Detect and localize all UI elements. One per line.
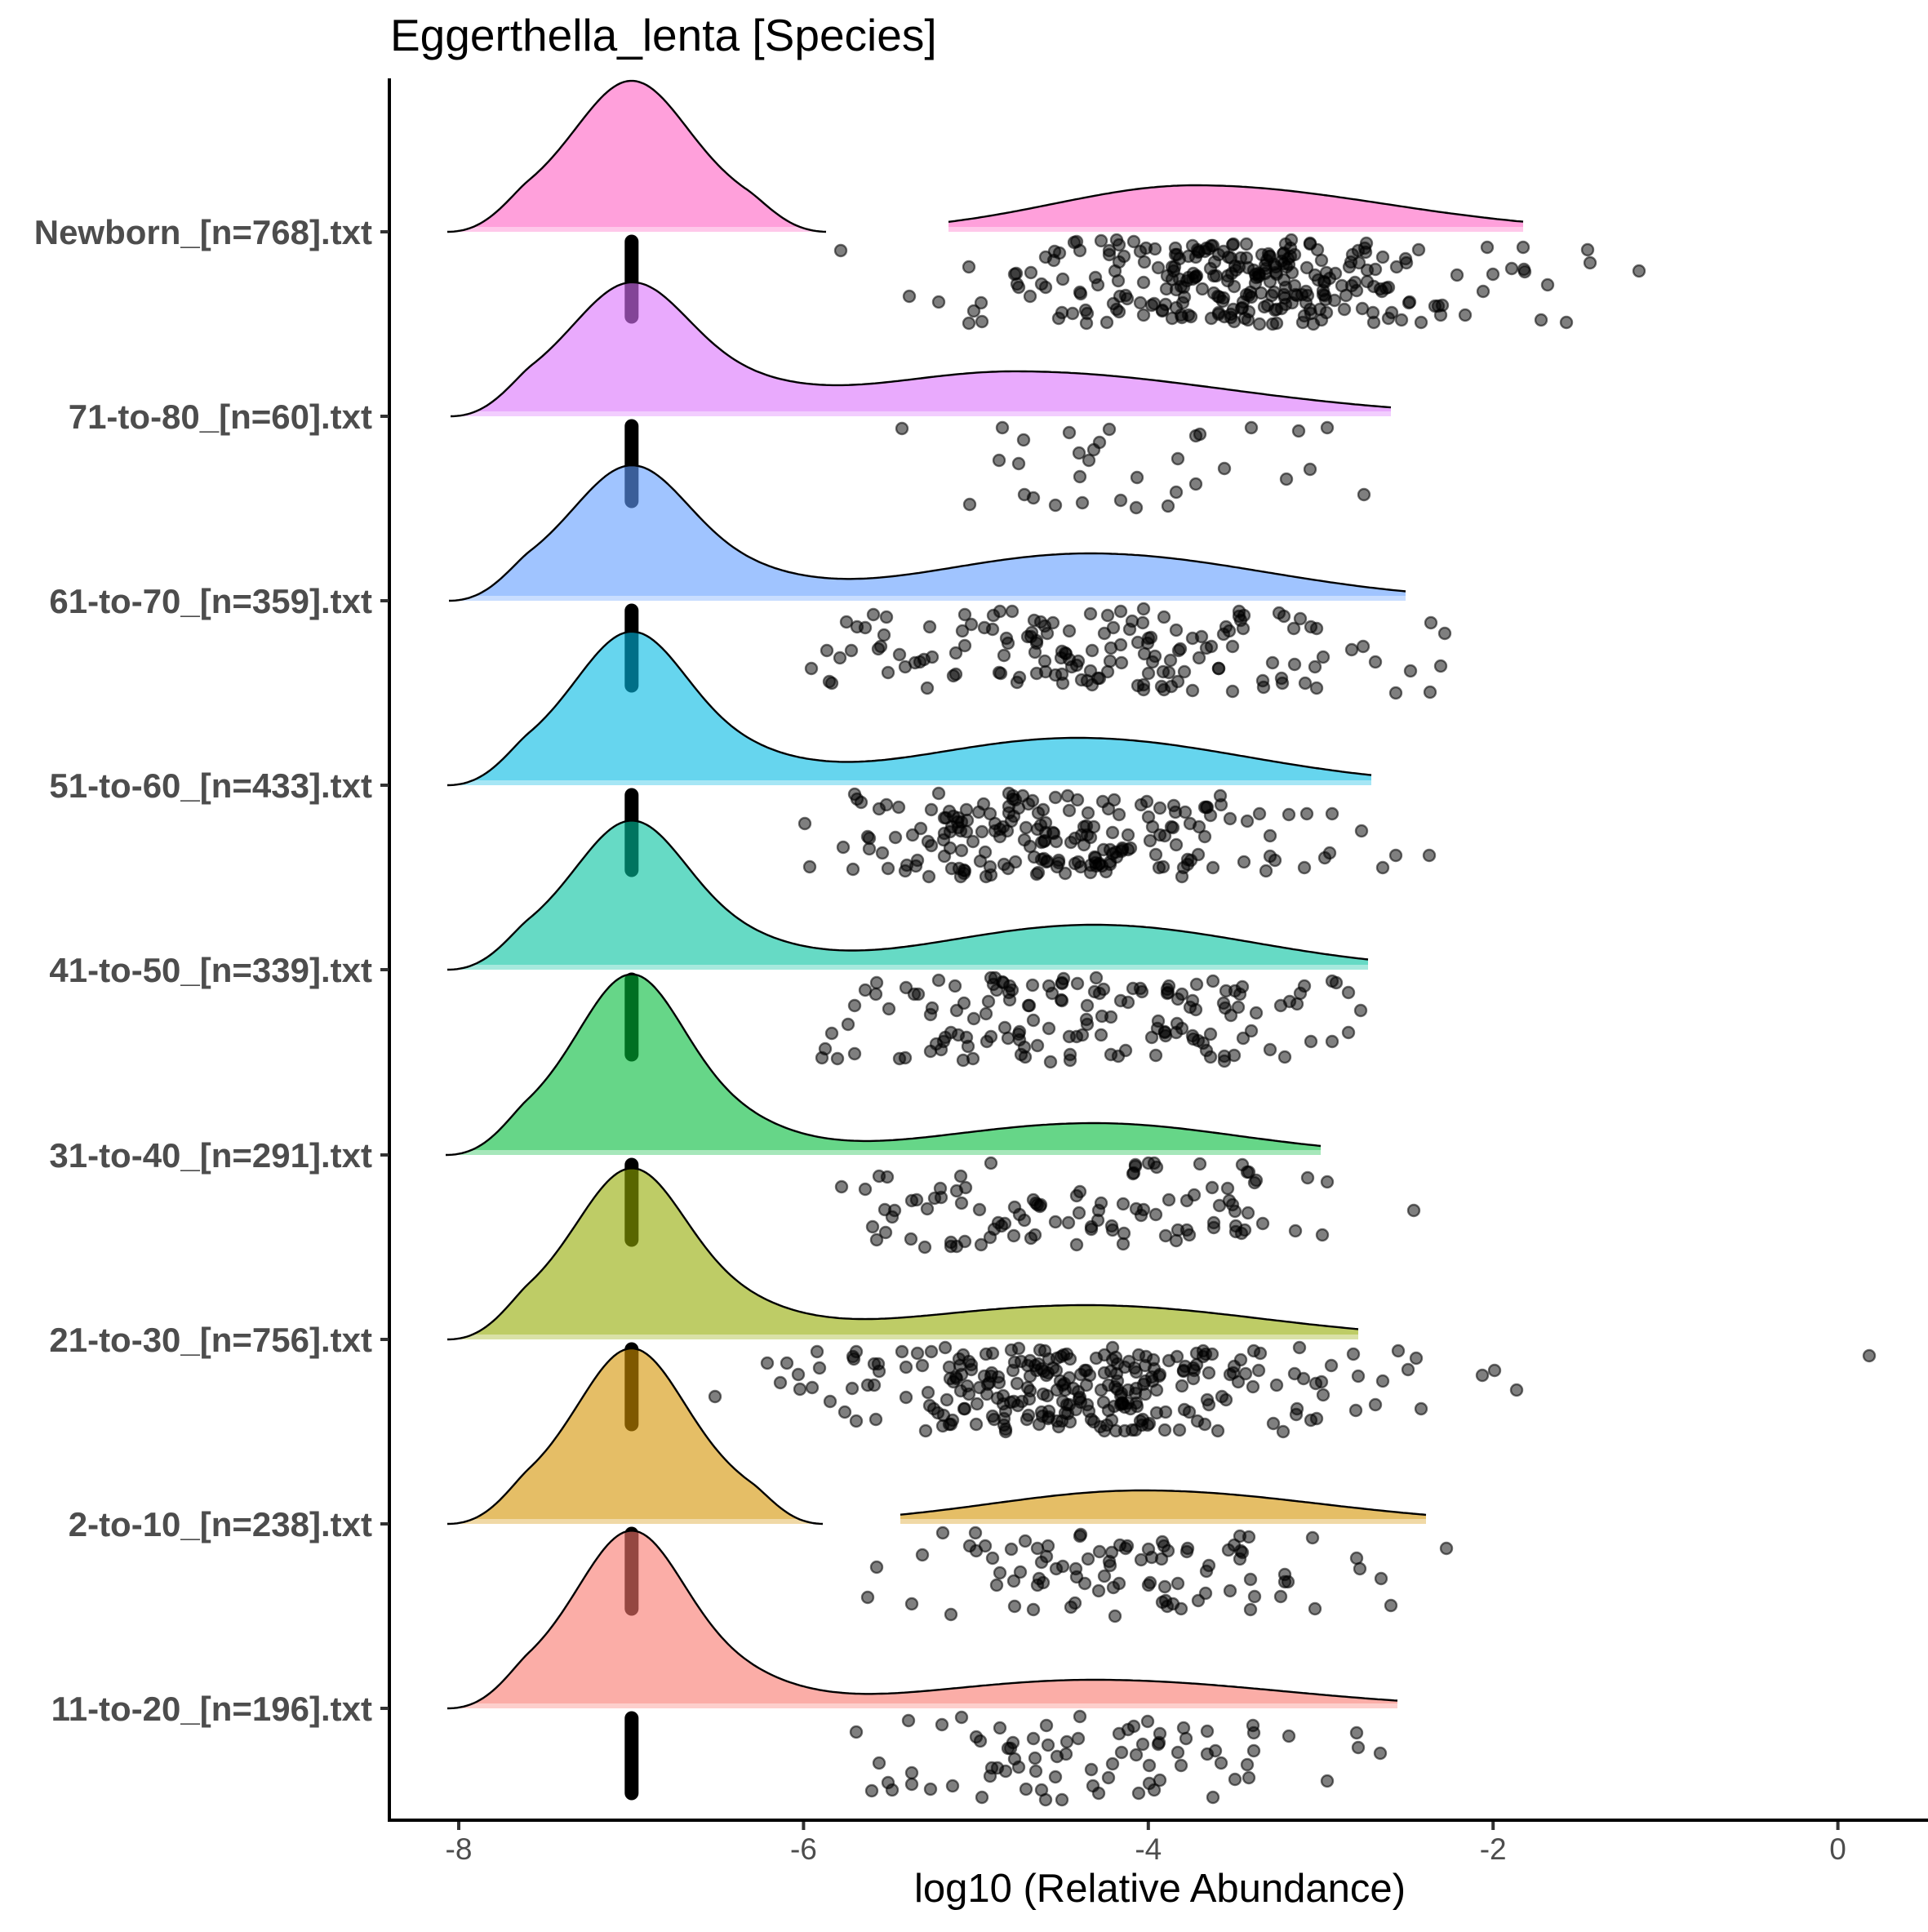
svg-text:41-to-50_[n=339].txt: 41-to-50_[n=339].txt <box>49 951 372 989</box>
svg-text:-4: -4 <box>1135 1832 1162 1866</box>
svg-text:61-to-70_[n=359].txt: 61-to-70_[n=359].txt <box>49 582 372 620</box>
svg-text:-8: -8 <box>446 1832 473 1866</box>
svg-text:2-to-10_[n=238].txt: 2-to-10_[n=238].txt <box>69 1505 372 1543</box>
svg-text:0: 0 <box>1829 1832 1846 1866</box>
svg-text:11-to-20_[n=196].txt: 11-to-20_[n=196].txt <box>51 1690 372 1728</box>
svg-text:log10 (Relative Abundance): log10 (Relative Abundance) <box>914 1867 1406 1911</box>
svg-text:Eggerthella_lenta [Species]: Eggerthella_lenta [Species] <box>390 10 937 60</box>
svg-text:51-to-60_[n=433].txt: 51-to-60_[n=433].txt <box>49 766 372 805</box>
svg-text:Newborn_[n=768].txt: Newborn_[n=768].txt <box>34 213 372 251</box>
svg-text:-2: -2 <box>1480 1832 1507 1866</box>
svg-text:71-to-80_[n=60].txt: 71-to-80_[n=60].txt <box>69 398 372 436</box>
svg-text:31-to-40_[n=291].txt: 31-to-40_[n=291].txt <box>49 1136 372 1175</box>
svg-text:-6: -6 <box>790 1832 817 1866</box>
svg-text:21-to-30_[n=756].txt: 21-to-30_[n=756].txt <box>49 1321 372 1359</box>
